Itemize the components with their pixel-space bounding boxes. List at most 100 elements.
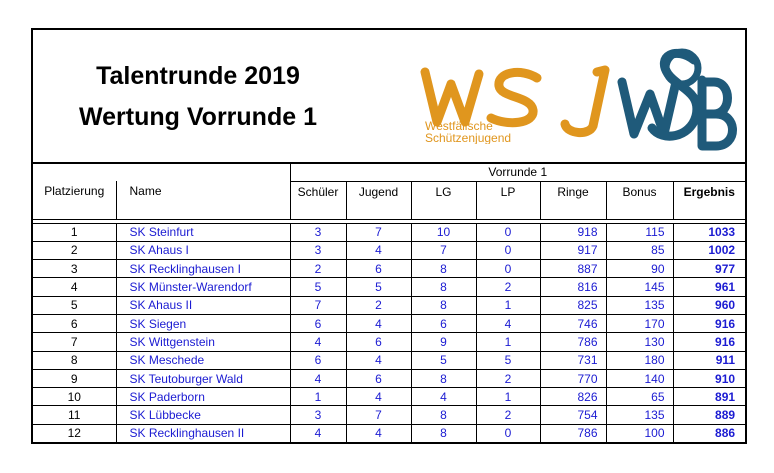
cell-ringe: 754 <box>539 405 606 425</box>
cell-lg: 9 <box>410 332 476 352</box>
column-header-row: Platzierung Name Schüler Jugend LG LP Ri… <box>33 181 746 219</box>
table-row: 10 SK Paderborn 1 4 4 1 826 65 891 <box>33 387 746 407</box>
cell-lp: 1 <box>475 296 540 315</box>
cell-lp: 0 <box>475 241 540 261</box>
cell-ergebnis: 961 <box>672 277 746 297</box>
cell-jugend: 6 <box>345 259 411 279</box>
cell-name: SK Wittgenstein <box>115 332 290 352</box>
cell-lp: 2 <box>475 405 540 425</box>
cell-lg: 8 <box>410 277 476 297</box>
cell-name: SK Münster-Warendorf <box>115 277 290 297</box>
cell-jugend: 7 <box>345 405 411 425</box>
cell-name: SK Lübbecke <box>115 405 290 425</box>
cell-name: SK Meschede <box>115 351 290 370</box>
cell-jugend: 5 <box>345 277 411 297</box>
header-separator <box>33 218 746 224</box>
cell-bonus: 145 <box>605 277 673 297</box>
cell-ringe: 825 <box>539 296 606 315</box>
cell-bonus: 130 <box>605 332 673 352</box>
cell-ergebnis: 910 <box>672 369 746 389</box>
cell-platz: 8 <box>33 351 116 370</box>
cell-ergebnis: 891 <box>672 387 746 407</box>
cell-lp: 5 <box>475 351 540 370</box>
column-header-lg: LG <box>410 181 476 219</box>
cell-name: SK Ahaus I <box>115 241 290 261</box>
cell-name: SK Teutoburger Wald <box>115 369 290 389</box>
ranking-table: Vorrunde 1 Platzierung Name Schüler Juge… <box>33 164 746 444</box>
cell-bonus: 140 <box>605 369 673 389</box>
cell-platz: 9 <box>33 369 116 389</box>
cell-ringe: 786 <box>539 332 606 352</box>
cell-ergebnis: 889 <box>672 405 746 425</box>
cell-lg: 8 <box>410 259 476 279</box>
cell-lp: 2 <box>475 369 540 389</box>
group-header-row: Vorrunde 1 <box>33 164 746 182</box>
cell-ergebnis: 1033 <box>672 223 746 242</box>
cell-platz: 5 <box>33 296 116 315</box>
wsj-logo-line2: Schützenjugend <box>425 131 511 144</box>
cell-schueler: 6 <box>289 351 346 370</box>
cell-lp: 2 <box>475 277 540 297</box>
cell-bonus: 100 <box>605 424 673 444</box>
column-header-ringe: Ringe <box>539 181 606 219</box>
cell-bonus: 180 <box>605 351 673 370</box>
cell-schueler: 3 <box>289 223 346 242</box>
cell-bonus: 65 <box>605 387 673 407</box>
cell-lg: 10 <box>410 223 476 242</box>
cell-lg: 6 <box>410 314 476 334</box>
page-subtitle: Wertung Vorrunde 1 <box>79 103 317 131</box>
cell-lp: 0 <box>475 259 540 279</box>
cell-platz: 6 <box>33 314 116 334</box>
cell-name: SK Siegen <box>115 314 290 334</box>
cell-lp: 0 <box>475 424 540 444</box>
table-row: 4 SK Münster-Warendorf 5 5 8 2 816 145 9… <box>33 277 746 297</box>
cell-jugend: 4 <box>345 424 411 444</box>
cell-name: SK Recklinghausen II <box>115 424 290 444</box>
column-header-name: Name <box>115 181 290 219</box>
cell-lg: 8 <box>410 424 476 444</box>
cell-jugend: 2 <box>345 296 411 315</box>
cell-name: SK Paderborn <box>115 387 290 407</box>
cell-ringe: 786 <box>539 424 606 444</box>
cell-jugend: 4 <box>345 351 411 370</box>
cell-lg: 8 <box>410 296 476 315</box>
table-row: 8 SK Meschede 6 4 5 5 731 180 911 <box>33 351 746 370</box>
cell-lg: 8 <box>410 369 476 389</box>
cell-lg: 4 <box>410 387 476 407</box>
cell-bonus: 135 <box>605 296 673 315</box>
cell-ringe: 918 <box>539 223 606 242</box>
cell-ringe: 770 <box>539 369 606 389</box>
cell-jugend: 6 <box>345 369 411 389</box>
wsb-logo <box>617 48 737 151</box>
table-row: 9 SK Teutoburger Wald 4 6 8 2 770 140 91… <box>33 369 746 389</box>
group-header-vorrunde: Vorrunde 1 <box>289 164 746 182</box>
cell-platz: 12 <box>33 424 116 444</box>
cell-platz: 11 <box>33 405 116 425</box>
cell-ergebnis: 1002 <box>672 241 746 261</box>
cell-ergebnis: 916 <box>672 314 746 334</box>
cell-lp: 1 <box>475 332 540 352</box>
cell-name: SK Recklinghausen I <box>115 259 290 279</box>
cell-schueler: 3 <box>289 241 346 261</box>
cell-schueler: 4 <box>289 369 346 389</box>
wsj-logo-line1: Westfälische <box>425 119 493 133</box>
cell-lg: 8 <box>410 405 476 425</box>
cell-platz: 4 <box>33 277 116 297</box>
table-row: 1 SK Steinfurt 3 7 10 0 918 115 1033 <box>33 223 746 242</box>
cell-bonus: 135 <box>605 405 673 425</box>
cell-bonus: 115 <box>605 223 673 242</box>
cell-jugend: 4 <box>345 241 411 261</box>
cell-ringe: 816 <box>539 277 606 297</box>
wsj-logo: Westfälische Schützenjugend <box>420 65 610 144</box>
table-row: 11 SK Lübbecke 3 7 8 2 754 135 889 <box>33 405 746 425</box>
cell-ergebnis: 977 <box>672 259 746 279</box>
table-row: 2 SK Ahaus I 3 4 7 0 917 85 1002 <box>33 241 746 261</box>
cell-schueler: 2 <box>289 259 346 279</box>
cell-ringe: 917 <box>539 241 606 261</box>
cell-ringe: 826 <box>539 387 606 407</box>
cell-bonus: 90 <box>605 259 673 279</box>
column-header-lp: LP <box>475 181 540 219</box>
column-header-schueler: Schüler <box>289 181 346 219</box>
cell-jugend: 6 <box>345 332 411 352</box>
cell-platz: 3 <box>33 259 116 279</box>
